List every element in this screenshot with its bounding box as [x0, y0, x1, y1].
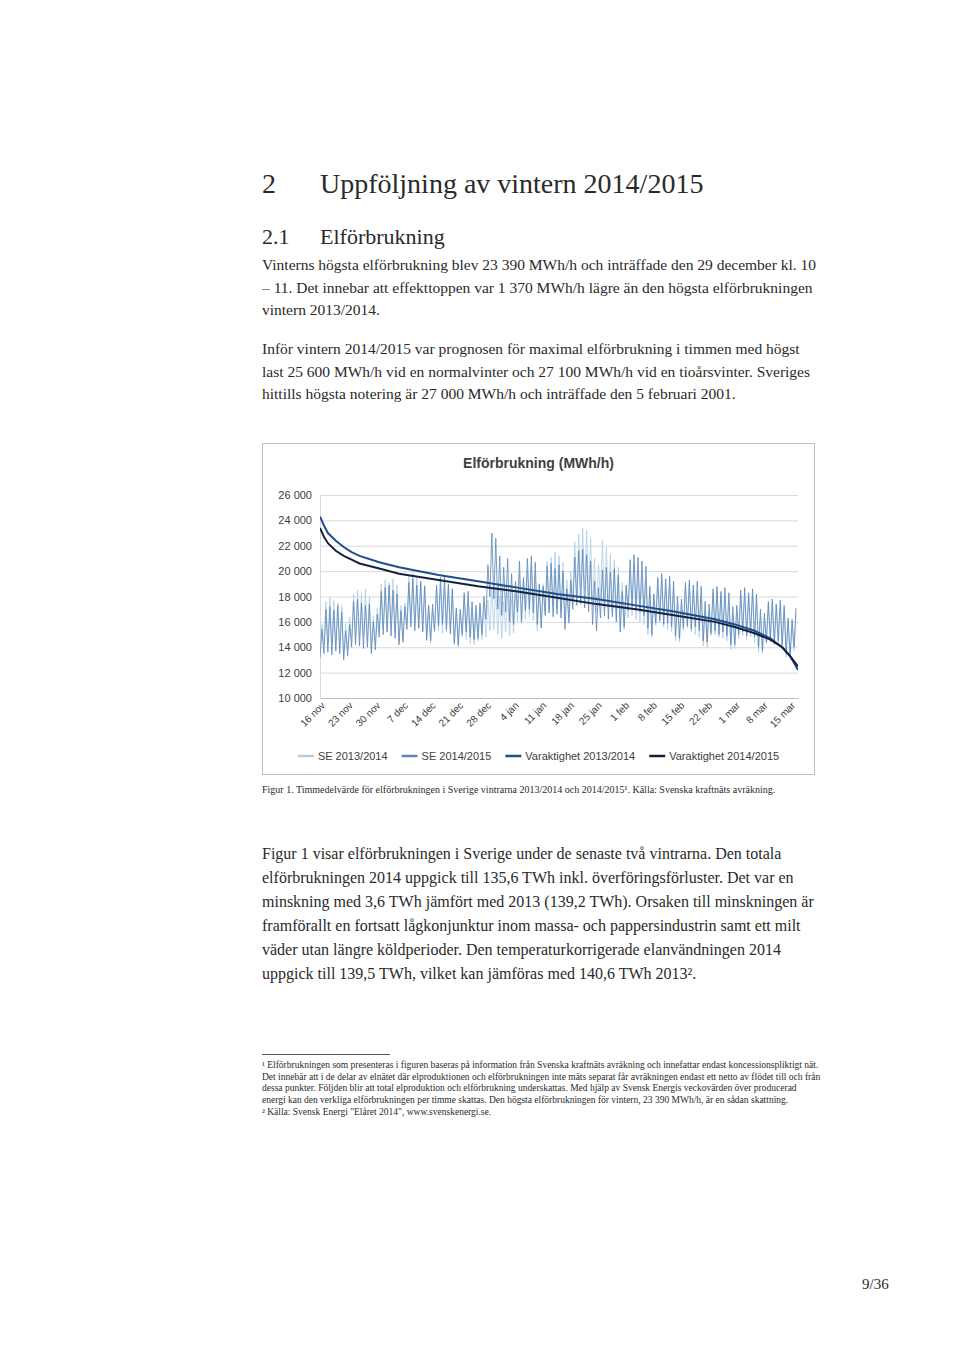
x-tick: 1 mar	[716, 698, 742, 726]
paragraph: Figur 1 visar elförbrukningen i Sverige …	[262, 842, 822, 986]
subheading-number: 2.1	[262, 224, 290, 250]
x-tick: 11 jan	[522, 698, 549, 726]
y-tick: 24 000	[278, 514, 798, 526]
x-tick: 18 jan	[549, 698, 576, 727]
x-tick: 15 feb	[659, 698, 687, 727]
x-tick: 14 dec	[409, 698, 438, 729]
footnote: ² Källa: Svensk Energi "Elåret 2014", ww…	[262, 1107, 822, 1119]
y-axis-line	[321, 496, 799, 699]
x-tick: 4 jan	[498, 698, 521, 723]
paragraph: Vinterns högsta elförbrukning blev 23 39…	[262, 254, 822, 322]
y-axis: 10 000 12 000 14 000 16 000 18 000 20 000 22 0…	[278, 489, 798, 704]
grid-line	[320, 647, 798, 648]
figure-caption: Figur 1. Timmedelvärde för elförbrukning…	[262, 784, 822, 796]
grid-line	[320, 698, 798, 699]
legend-item: Varaktighet 2014/2015	[649, 750, 779, 762]
x-tick: 15 mar	[768, 698, 798, 730]
legend-item: Varaktighet 2013/2014	[505, 750, 635, 762]
x-tick-label: 23 nov	[326, 700, 355, 729]
y-tick-label: 16 000	[278, 616, 312, 628]
chart: Elförbrukning (MWh/h)10 00012 00014 0001…	[262, 443, 815, 775]
x-tick-label: 8 mar	[744, 699, 770, 725]
footnote: ¹ Elförbrukningen som presenteras i figu…	[262, 1060, 822, 1106]
x-axis: 16 nov23 nov30 nov7 dec14 dec21 dec28 de…	[298, 698, 798, 730]
x-tick-label: 11 jan	[522, 700, 549, 727]
x-tick-label: 1 mar	[716, 699, 742, 725]
grid-line	[320, 495, 798, 496]
y-tick: 22 000	[278, 540, 798, 552]
y-tick: 20 000	[278, 565, 798, 577]
y-tick-label: 14 000	[278, 641, 312, 653]
x-tick: 16 nov	[298, 698, 327, 729]
legend-swatch	[649, 755, 665, 758]
x-tick-label: 22 feb	[687, 699, 715, 727]
x-tick: 28 dec	[464, 698, 493, 729]
chart-frame	[263, 444, 815, 775]
subheading: Elförbrukning	[320, 224, 445, 250]
x-tick-label: 15 mar	[768, 699, 798, 729]
y-tick-label: 10 000	[278, 692, 312, 704]
x-tick-label: 8 feb	[636, 699, 660, 723]
x-tick: 8 mar	[744, 698, 770, 726]
x-tick-label: 14 dec	[409, 700, 438, 729]
x-tick: 7 dec	[385, 698, 410, 725]
legend-item: SE 2013/2014	[298, 750, 388, 762]
grid-line	[320, 546, 798, 547]
legend-label: SE 2014/2015	[422, 750, 492, 762]
y-tick-label: 20 000	[278, 565, 312, 577]
legend-swatch	[298, 755, 314, 758]
y-tick: 12 000	[278, 667, 798, 679]
page: 2 Uppföljning av vintern 2014/2015 2.1 Elfö…	[0, 0, 960, 1360]
series-line	[320, 528, 798, 666]
y-tick-label: 26 000	[278, 489, 312, 501]
x-tick: 1 feb	[608, 698, 632, 723]
legend-label: Varaktighet 2014/2015	[669, 750, 779, 762]
chart-title: Elförbrukning (MWh/h)	[463, 455, 614, 471]
x-tick-label: 28 dec	[464, 700, 493, 729]
legend-item: SE 2014/2015	[402, 750, 492, 762]
x-tick-label: 15 feb	[659, 699, 687, 727]
x-tick: 21 dec	[436, 698, 465, 729]
x-tick-label: 4 jan	[498, 700, 521, 723]
paragraph: Inför vintern 2014/2015 var prognosen fö…	[262, 338, 822, 406]
x-tick: 23 nov	[326, 698, 355, 729]
plot-area	[320, 517, 798, 671]
x-axis-line	[321, 698, 799, 699]
y-tick-label: 12 000	[278, 667, 312, 679]
x-tick-label: 25 jan	[577, 700, 604, 727]
x-tick-label: 7 dec	[385, 700, 410, 725]
x-tick: 30 nov	[354, 698, 383, 729]
x-tick-label: 30 nov	[354, 700, 383, 729]
heading-number: 2	[262, 168, 276, 200]
x-tick-label: 21 dec	[436, 700, 465, 729]
legend: SE 2013/2014 SE 2014/2015 Varaktighet 2013…	[298, 750, 779, 762]
footnote-rule	[262, 1054, 390, 1055]
footnotes: ¹ Elförbrukningen som presenteras i figu…	[262, 1060, 822, 1120]
x-tick: 8 feb	[636, 698, 660, 723]
series-line	[320, 517, 798, 671]
legend-label: Varaktighet 2013/2014	[525, 750, 635, 762]
x-tick-label: 18 jan	[549, 700, 576, 727]
y-tick-label: 22 000	[278, 540, 312, 552]
x-tick: 25 jan	[577, 698, 604, 727]
y-tick-label: 18 000	[278, 591, 312, 603]
y-tick: 14 000	[278, 641, 798, 653]
legend-swatch	[402, 755, 418, 758]
x-tick: 22 feb	[687, 698, 715, 727]
heading: Uppföljning av vintern 2014/2015	[320, 168, 703, 200]
legend-swatch	[505, 755, 521, 758]
legend-label: SE 2013/2014	[318, 750, 388, 762]
grid-line	[320, 673, 798, 674]
y-tick: 26 000	[278, 489, 798, 501]
page-number: 9/36	[862, 1276, 889, 1293]
x-tick-label: 16 nov	[298, 700, 327, 729]
y-tick-label: 24 000	[278, 514, 312, 526]
series-line	[320, 533, 796, 660]
grid-line	[320, 520, 798, 521]
x-tick-label: 1 feb	[608, 699, 632, 723]
